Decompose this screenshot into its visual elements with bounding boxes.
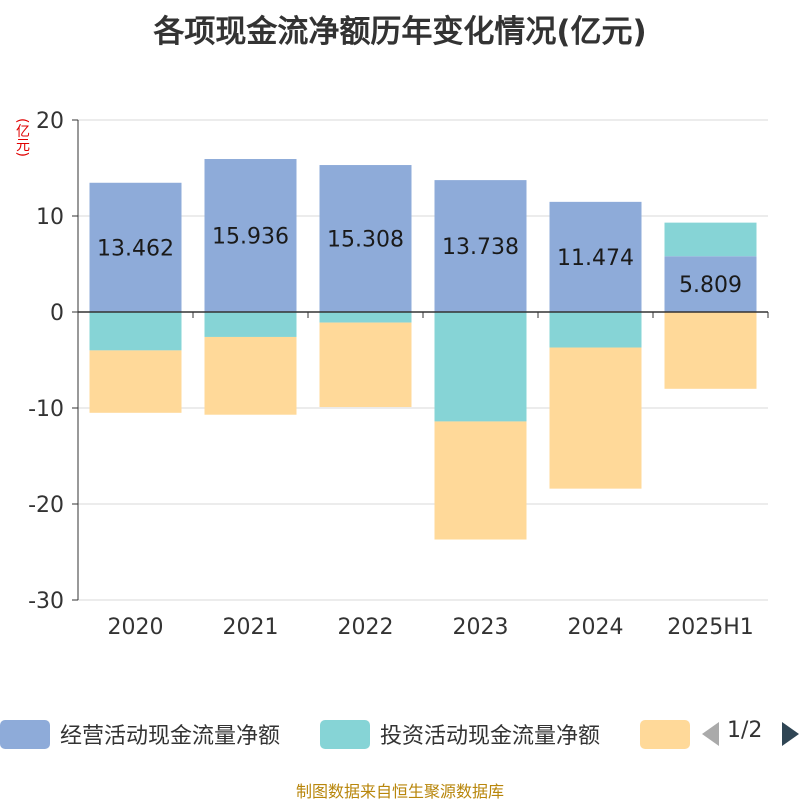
legend: 经营活动现金流量净额 投资活动现金流量净额: [0, 716, 800, 752]
data-label: 11.474: [557, 246, 634, 271]
bar-series2-2025H1: [664, 222, 757, 257]
y-tick-label: -20: [28, 493, 64, 518]
y-tick-label: 10: [36, 205, 64, 230]
bar-series1-2025H1: [664, 256, 757, 312]
x-tick-label: 2021: [223, 615, 279, 640]
legend-prev-page-icon[interactable]: [702, 722, 719, 746]
x-tick-label: 2024: [568, 615, 624, 640]
bar-series2-2024: [549, 312, 642, 348]
data-label: 15.308: [327, 228, 404, 253]
bar-series2-2021: [204, 312, 297, 337]
bar-series1-2024: [549, 201, 642, 312]
x-tick-label: 2022: [338, 615, 394, 640]
data-source-note: 制图数据来自恒生聚源数据库: [295, 782, 504, 801]
bar-series3-2022: [319, 322, 412, 408]
x-tick-label: 2020: [108, 615, 164, 640]
bar-series3-2020: [89, 350, 182, 413]
bar-series3-2023: [434, 421, 527, 540]
legend-item-third-series[interactable]: [640, 716, 690, 752]
bar-series1-2023: [434, 180, 527, 312]
data-label: 13.738: [442, 235, 519, 260]
bar-series3-2025H1: [664, 312, 757, 389]
bar-series3-2024: [549, 347, 642, 489]
legend-page-indicator: 1/2: [727, 718, 763, 743]
legend-item-investing[interactable]: 投资活动现金流量净额: [320, 716, 600, 752]
data-label: 15.936: [212, 225, 289, 250]
legend-swatch-third-series: [640, 719, 690, 749]
legend-label-operating: 经营活动现金流量净额: [60, 724, 281, 749]
bar-series2-2023: [434, 312, 527, 422]
x-tick-label: 2025H1: [667, 615, 754, 640]
y-tick-label: 0: [50, 301, 64, 326]
bar-series2-2022: [319, 312, 412, 323]
y-axis-unit-label: (亿元): [14, 118, 30, 157]
legend-label-investing: 投资活动现金流量净额: [380, 724, 601, 749]
legend-next-page-icon[interactable]: [782, 722, 799, 746]
data-label: 5.809: [679, 273, 742, 298]
bar-series1-2020: [89, 182, 182, 312]
x-tick-label: 2023: [453, 615, 509, 640]
y-tick-label: -10: [28, 397, 64, 422]
bar-series3-2021: [204, 336, 297, 415]
chart-title: 各项现金流净额历年变化情况(亿元): [153, 14, 647, 50]
bar-series1-2022: [319, 165, 412, 312]
bar-series1-2021: [204, 159, 297, 312]
legend-swatch-operating: [0, 719, 50, 749]
y-tick-label: 20: [36, 109, 64, 134]
bar-series2-2020: [89, 312, 182, 351]
legend-item-operating[interactable]: 经营活动现金流量净额: [0, 716, 280, 752]
legend-swatch-investing: [320, 719, 370, 749]
y-tick-label: -30: [28, 589, 64, 614]
data-label: 13.462: [97, 236, 174, 261]
cash-flow-chart: 20 10 0 -10 -20 -30 13.462 15.936 15.308 13.738 11…: [28, 109, 769, 640]
